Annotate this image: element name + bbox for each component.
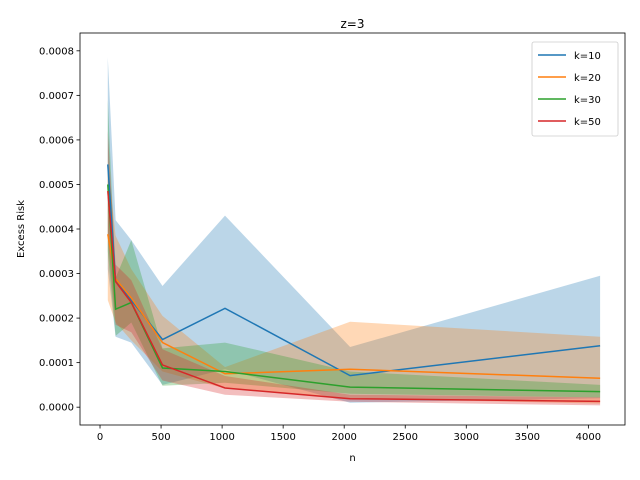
y-axis-ticks: 0.0000 0.0001 0.0002 0.0003 0.0004 0.0005 0.00… [39,46,80,414]
x-tick-label: 3000 [454,432,479,443]
y-tick-label: 0.0003 [39,269,74,280]
confidence-bands [107,57,601,406]
band-k=10 [107,57,601,403]
x-axis-label: n [349,453,355,464]
x-tick-label: 2500 [393,432,418,443]
legend: k=10 k=20 k=30 k=50 [531,41,619,137]
y-tick-label: 0.0006 [39,135,74,146]
x-tick-label: 500 [152,432,171,443]
y-tick-label: 0.0005 [39,180,74,191]
y-tick-label: 0.0008 [39,46,74,57]
band-k=20 [107,164,601,404]
x-tick-label: 0 [97,432,103,443]
y-axis-label: Excess Risk [16,200,27,258]
x-tick-label: 4000 [576,432,601,443]
chart-title: z=3 [341,17,365,31]
legend-label: k=10 [574,51,601,62]
x-tick-label: 1000 [209,432,234,443]
line-k=50 [107,191,601,403]
legend-label: k=50 [574,117,601,128]
y-tick-label: 0.0004 [39,225,74,236]
line-k=30 [107,184,601,393]
x-tick-label: 2000 [331,432,356,443]
y-tick-label: 0.0000 [39,403,74,414]
y-tick-label: 0.0002 [39,314,74,325]
series-lines [107,164,601,403]
legend-label: k=30 [574,95,601,106]
y-tick-label: 0.0001 [39,358,74,369]
x-tick-label: 1500 [270,432,295,443]
x-tick-label: 3500 [515,432,540,443]
legend-label: k=20 [574,73,601,84]
x-axis-ticks: 0 500 1000 1500 2000 2500 3000 3500 4000 [97,425,601,443]
band-k=30 [107,99,601,398]
legend-box [531,41,619,137]
y-tick-label: 0.0007 [39,91,74,102]
